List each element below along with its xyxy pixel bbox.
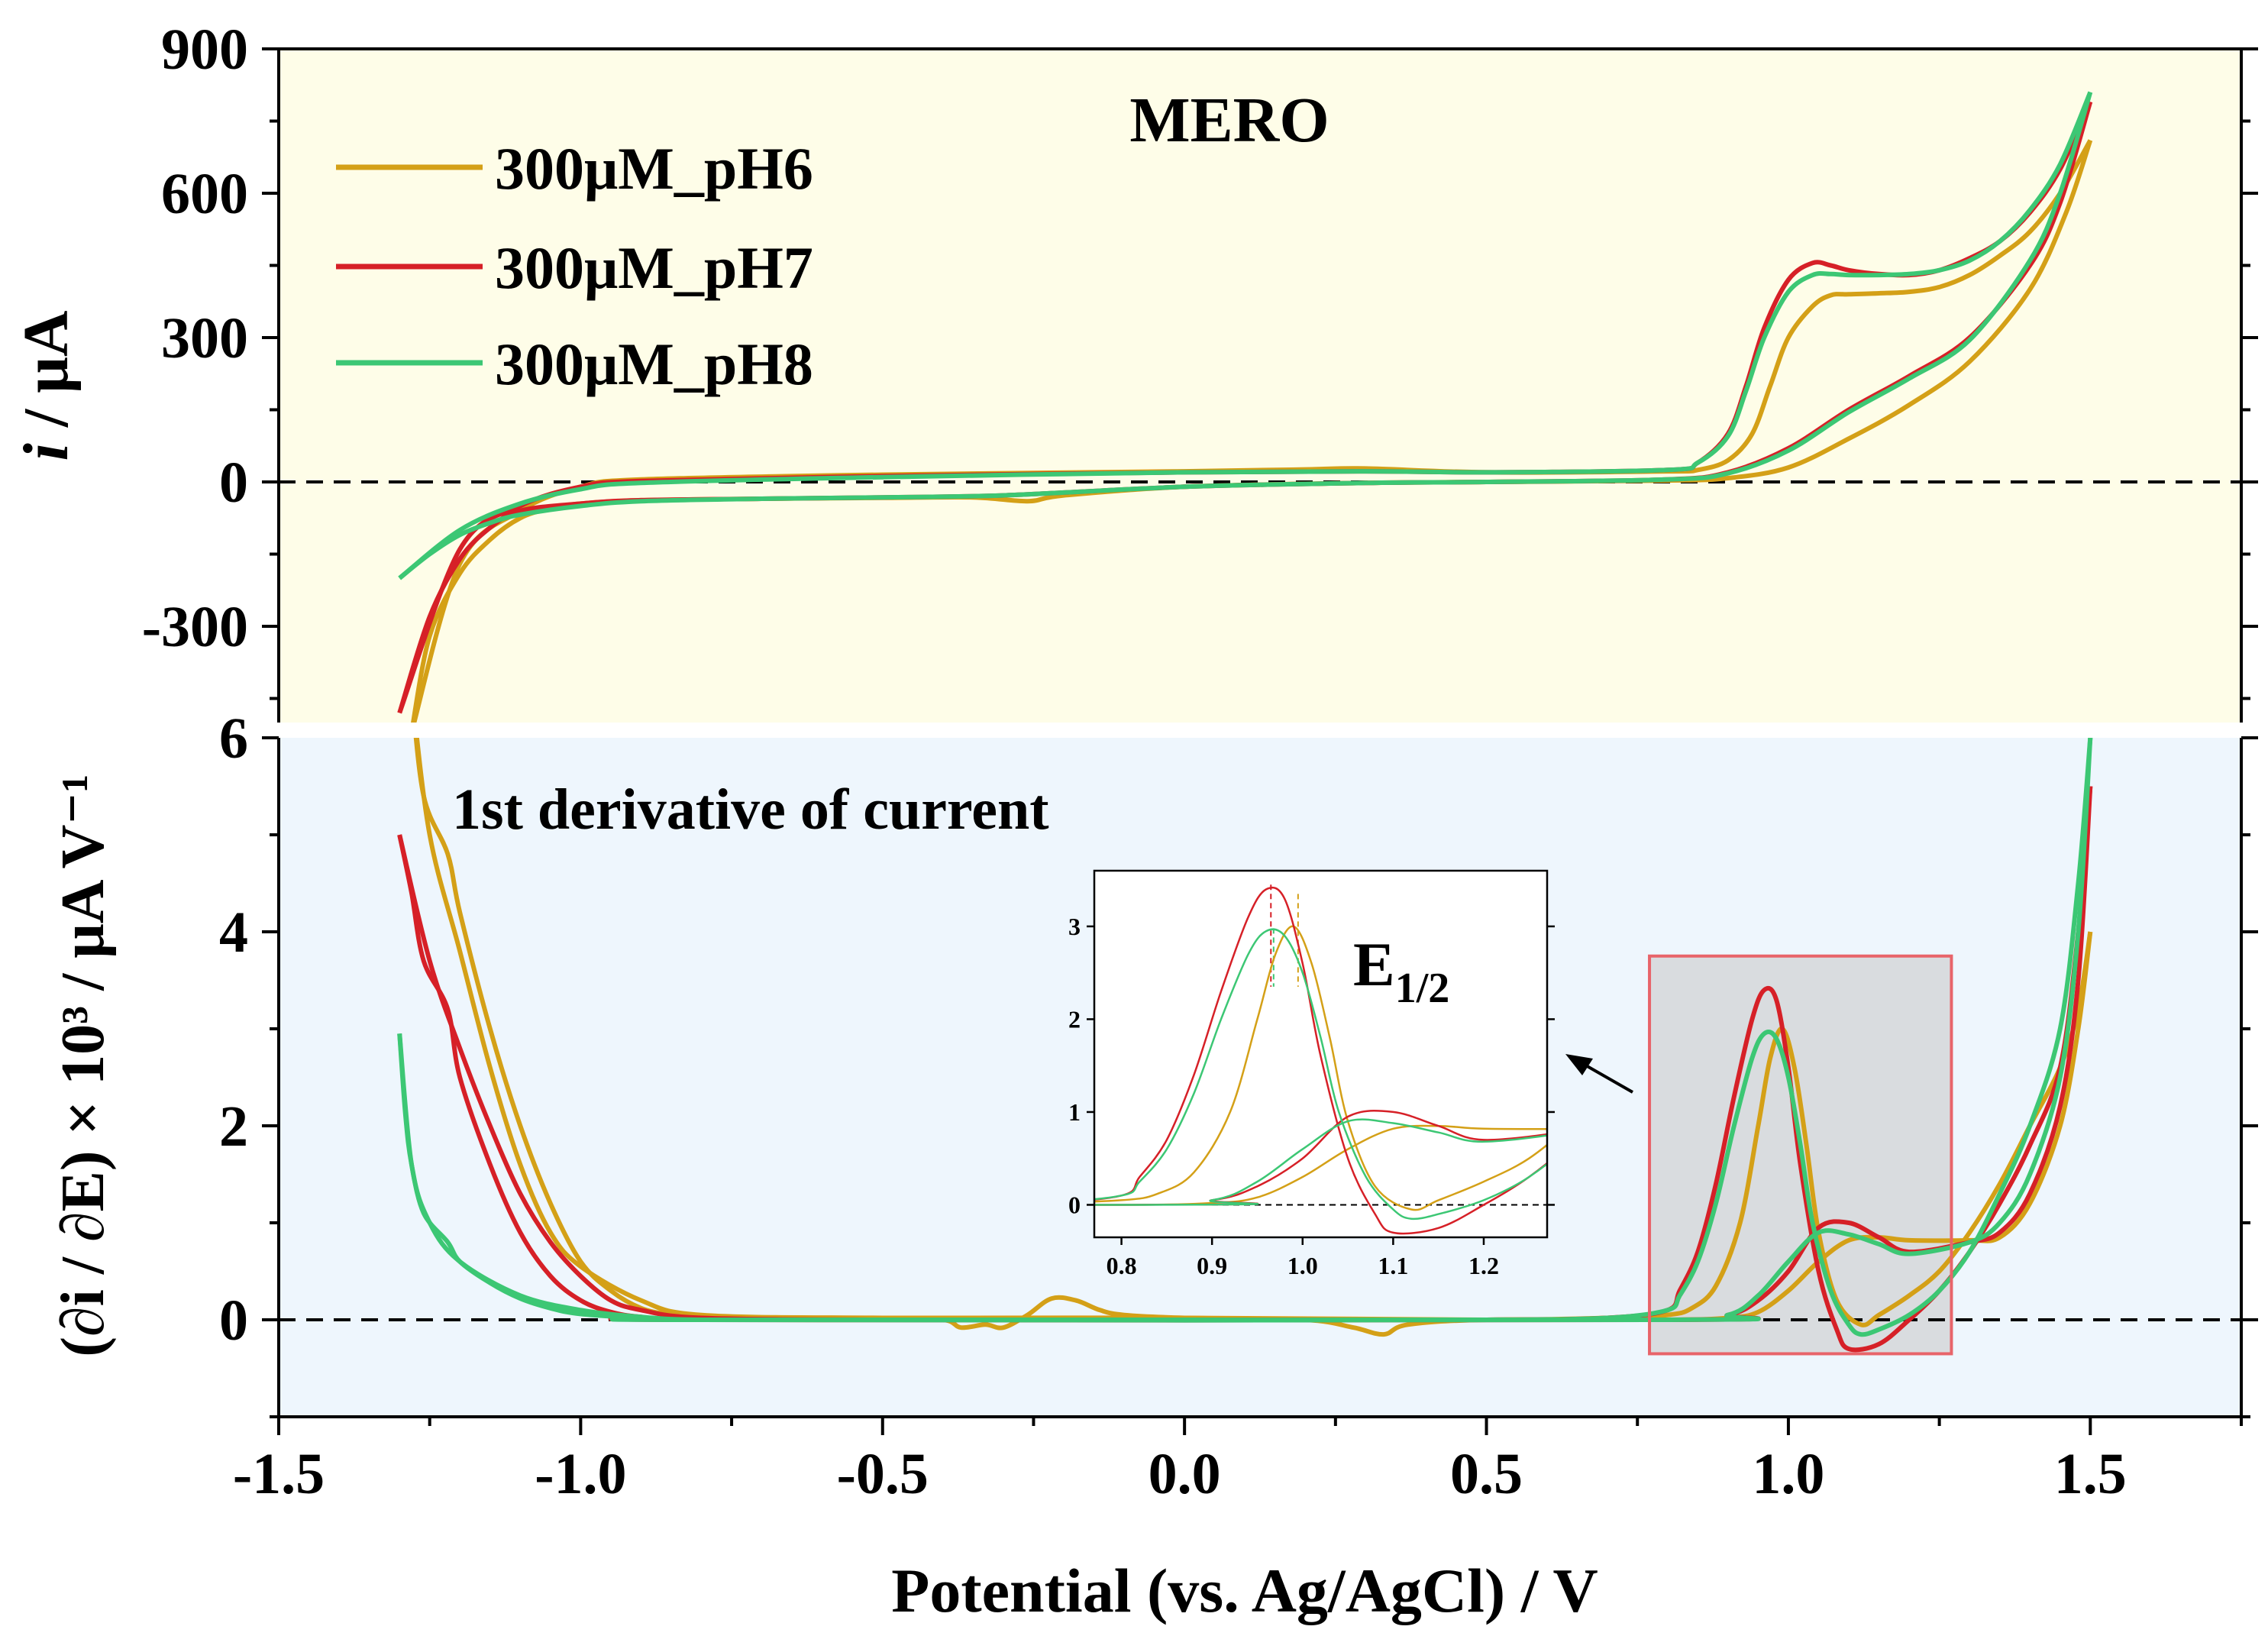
legend: 300μM_pH6 300μM_pH7 300μM_pH8 bbox=[336, 135, 813, 397]
inset-x-tick-label: 0.9 bbox=[1197, 1252, 1227, 1279]
x-tick-label: 0.0 bbox=[1149, 1442, 1221, 1506]
inset-frame bbox=[1093, 869, 1549, 1239]
bottom-panel-title: 1st derivative of current bbox=[452, 778, 1049, 842]
panel-separator bbox=[279, 723, 2241, 738]
x-axis-label: Potential (vs. Ag/AgCl) / V bbox=[891, 1556, 1598, 1625]
top-y-tick-label: 0 bbox=[219, 451, 248, 515]
inset-highlight-border bbox=[1648, 954, 1953, 1356]
inset-x-tick-label: 1.1 bbox=[1378, 1252, 1408, 1279]
inset-series-ph8-reverse bbox=[1094, 928, 1547, 1221]
x-tick-label: 0.5 bbox=[1450, 1442, 1523, 1506]
top-y-tick-label: 600 bbox=[161, 162, 248, 226]
top-plot-area bbox=[279, 91, 2241, 723]
bottom-panel bbox=[279, 738, 2241, 1356]
inset-e-half-subscript: 1/2 bbox=[1395, 965, 1450, 1012]
top-y-axis-label-symbol: i bbox=[11, 443, 82, 461]
inset-arrow bbox=[1565, 1054, 1633, 1094]
inset-series-ph6-reverse bbox=[1094, 925, 1547, 1211]
top-y-tick-label: 300 bbox=[161, 306, 248, 370]
top-y-axis-label: i / μA bbox=[11, 310, 82, 461]
bottom-y-axis-label: (∂i / ∂E) × 10³ / μA V⁻¹ bbox=[50, 774, 117, 1356]
legend-label-ph7: 300μM_pH7 bbox=[495, 234, 813, 301]
bottom-series-ph6-reverse bbox=[414, 738, 2093, 1327]
axes: -300 0 300 600 900 0 2 4 6 -1.5 -1.0 -0.5 0.0 0.5 1.0 1… bbox=[142, 18, 2258, 1506]
top-panel-title: MERO bbox=[1129, 85, 1329, 156]
top-panel bbox=[279, 91, 2241, 723]
inset-e-half-main: E bbox=[1353, 930, 1395, 999]
x-tick-label: 1.0 bbox=[1752, 1442, 1824, 1506]
x-tick-label: -0.5 bbox=[837, 1442, 929, 1506]
inset-x-tick-label: 0.8 bbox=[1107, 1252, 1137, 1279]
inset-x-tick-label: 1.0 bbox=[1287, 1252, 1318, 1279]
legend-label-ph6: 300μM_pH6 bbox=[495, 135, 813, 202]
bottom-series-ph8-reverse bbox=[397, 738, 2093, 1337]
top-panel-background bbox=[279, 49, 2241, 723]
inset-e-half-label: E1/2 bbox=[1353, 930, 1449, 1012]
inset-x-tick-label: 1.2 bbox=[1468, 1252, 1499, 1279]
inset-chart: 0.8 0.9 1.0 1.1 1.2 0 1 2 3 bbox=[1068, 869, 1555, 1279]
x-tick-label: 1.5 bbox=[2054, 1442, 2127, 1506]
bottom-plot-area bbox=[279, 738, 2241, 1353]
x-tick-label: -1.0 bbox=[535, 1442, 626, 1506]
top-series-ph8-forward bbox=[398, 91, 2093, 580]
bottom-y-tick-label: 6 bbox=[219, 706, 248, 771]
legend-label-ph8: 300μM_pH8 bbox=[495, 331, 813, 397]
inset-y-tick-label: 1 bbox=[1068, 1098, 1081, 1126]
inset-y-tick-label: 0 bbox=[1068, 1191, 1081, 1218]
top-y-axis-label-unit: / μA bbox=[11, 310, 82, 443]
top-y-tick-label: -300 bbox=[142, 595, 248, 659]
inset-plot-area bbox=[1094, 884, 1547, 1235]
bottom-y-tick-label: 0 bbox=[219, 1288, 248, 1353]
x-tick-label: -1.5 bbox=[233, 1442, 325, 1506]
inset-y-tick-label: 3 bbox=[1068, 913, 1081, 940]
top-y-tick-label: 900 bbox=[161, 18, 248, 82]
bottom-y-tick-label: 4 bbox=[219, 900, 248, 965]
top-series-ph8-reverse bbox=[398, 91, 2093, 580]
inset-y-tick-label: 2 bbox=[1068, 1005, 1081, 1033]
bottom-y-tick-label: 2 bbox=[219, 1094, 248, 1159]
